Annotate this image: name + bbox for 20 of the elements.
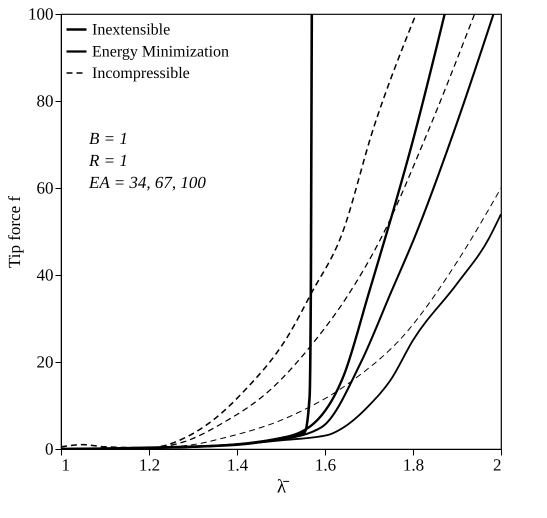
legend-label: Incompressible [92, 65, 190, 82]
x-axis-title: λ̄ [276, 476, 290, 498]
y-tick-label: 0 [45, 440, 54, 458]
x-tick-label: 1.8 [402, 456, 424, 474]
annotation: EA = 34, 67, 100 [88, 173, 206, 192]
y-tick-label: 80 [36, 92, 54, 110]
x-tick-label: 1 [62, 456, 70, 474]
annotation: B = 1 [89, 129, 128, 148]
x-tick-label: 1.4 [226, 456, 249, 474]
y-tick-label: 40 [36, 266, 54, 284]
y-tick-label: 100 [28, 4, 54, 24]
y-tick-label: 20 [36, 352, 54, 372]
x-tick-label: 1.2 [138, 456, 160, 474]
legend-label: Energy Minimization [92, 44, 230, 60]
x-tick-label: 2 [493, 456, 502, 474]
x-tick-label: 1.6 [314, 456, 336, 474]
annotation: R = 1 [88, 151, 128, 170]
y-tick-label: 60 [36, 178, 54, 198]
legend-label: Inextensible [92, 22, 170, 38]
y-axis-title: Tip force f [5, 196, 24, 268]
